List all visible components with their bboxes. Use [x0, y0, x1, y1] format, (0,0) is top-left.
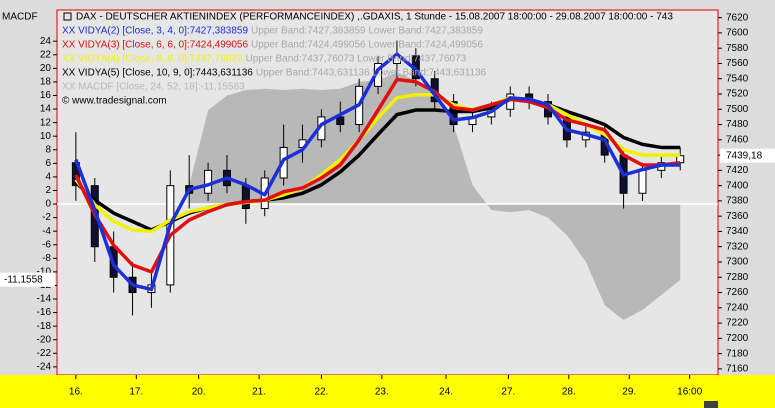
y-tick-label: 7620 [726, 12, 749, 23]
y2-tick-label: 20 [40, 63, 52, 74]
y-tick-label: 7320 [726, 241, 749, 252]
y2-tick-label: -10 [37, 267, 52, 278]
x-tick-label: 20. [192, 387, 206, 398]
legend-bands: Upper Band:7437,76073 Lower Band:7437,76… [245, 54, 466, 65]
y2-tick-label: 14 [40, 104, 52, 115]
y-tick-label: 7240 [726, 302, 749, 313]
y2-tick-label: 24 [40, 36, 52, 47]
x-tick-label: 21. [252, 387, 266, 398]
title-icon [63, 12, 72, 21]
y-tick-label: 7500 [726, 104, 749, 115]
vidya-line [74, 52, 681, 292]
y2-tick-label: 0 [45, 199, 51, 210]
last-macd-box [0, 272, 55, 287]
x-tick-label: 27. [501, 387, 515, 398]
y-tick-label: 7520 [726, 89, 749, 100]
y2-tick-label: 16 [40, 90, 52, 101]
y-tick-label: 7380 [726, 196, 749, 207]
y-tick-label: 7180 [726, 348, 749, 359]
y-tick-label: 7540 [726, 73, 749, 84]
plot [57, 40, 718, 321]
last-macd-label: -11,1558 [4, 274, 43, 285]
legend-bands: Upper Band:7424,499056 Lower Band:7424,4… [251, 40, 483, 51]
copyright: © www.tradesignal.com [62, 96, 167, 107]
y2-tick-label: -20 [37, 334, 52, 345]
y2-tick-label: 10 [40, 131, 52, 142]
y-tick-label: 7360 [726, 211, 749, 222]
legend-entry: XX VIDYA(2) [Close, 3, 4, 0]:7427,383859 [62, 26, 248, 37]
x-tick-label: 23. [375, 387, 389, 398]
legend-entry: XX VIDYA(3) [Close, 6, 6, 0]:7424,499056 [62, 40, 248, 51]
candle-body [638, 169, 647, 194]
y-tick-label: 7580 [726, 43, 749, 54]
y2-tick-label: 12 [40, 117, 52, 128]
y2-tick-label: 8 [45, 144, 51, 155]
y2-axis-label: MACDF [2, 12, 38, 23]
chart-title: DAX - DEUTSCHER AKTIENINDEX (PERFORMANCE… [76, 12, 673, 23]
y-tick-label: 7200 [726, 333, 749, 344]
y2-tick-label: -24 [37, 361, 52, 372]
last-price-box [720, 148, 775, 163]
y2-tick-label: -4 [42, 226, 51, 237]
x-tick-label: 22. [314, 387, 328, 398]
y2-tick-label: 6 [45, 158, 51, 169]
y-tick-label: 7300 [726, 257, 749, 268]
y2-tick-label: 2 [45, 185, 51, 196]
y-tick-label: 7280 [726, 272, 749, 283]
candle-body [204, 169, 213, 194]
x-tick-label: 17. [129, 387, 143, 398]
y2-tick-label: -8 [42, 253, 51, 264]
y2-tick-label: -22 [37, 348, 52, 359]
scroll-handle [704, 401, 718, 408]
y-tick-label: 7420 [726, 165, 749, 176]
y-tick-label: 7160 [726, 364, 749, 375]
y2-tick-label: -16 [37, 307, 52, 318]
y-tick-label: 7480 [726, 119, 749, 130]
x-tick-label: 29. [622, 387, 636, 398]
y-tick-label: 7560 [726, 58, 749, 69]
candle-body [241, 185, 250, 210]
y-tick-label: 7460 [726, 134, 749, 145]
y-tick-label: 7260 [726, 287, 749, 298]
x-tick-label: 16:00 [677, 387, 702, 398]
candle-body [336, 116, 345, 126]
y2-tick-label: 22 [40, 49, 52, 60]
legend-bands: Upper Band:7443,631136 Lower Band:7443,6… [256, 68, 487, 79]
y-tick-label: 7400 [726, 180, 749, 191]
y2-tick-label: -14 [37, 294, 52, 305]
x-tick-label: 28. [562, 387, 576, 398]
legend-bands: Upper Band:7427,383859 Lower Band:7427,3… [251, 26, 483, 37]
time-axis-bar [0, 375, 775, 408]
legend-entry: XX VIDYA(5) [Close, 10, 9, 0]:7443,63113… [62, 68, 253, 79]
y2-tick-label: 18 [40, 77, 52, 88]
vidya-line [74, 77, 681, 274]
x-tick-label: 24. [439, 387, 453, 398]
x-tick-label: 16. [69, 387, 83, 398]
y2-tick-label: 4 [45, 172, 51, 183]
y2-tick-label: -18 [37, 321, 52, 332]
legend-entry: XX MACDF [Close, 24, 52, 18]:-11,15583 [62, 82, 245, 93]
legend-entry: XX VIDYA(4) [Close, 8, 8, 0]:7437,76073 [62, 54, 243, 65]
y-tick-label: 7220 [726, 318, 749, 329]
y-tick-label: 7600 [726, 28, 749, 39]
last-price-label: 7439,18 [726, 150, 763, 161]
y-tick-label: 7340 [726, 226, 749, 237]
y2-tick-label: -2 [42, 212, 51, 223]
y2-tick-label: -6 [42, 239, 51, 250]
